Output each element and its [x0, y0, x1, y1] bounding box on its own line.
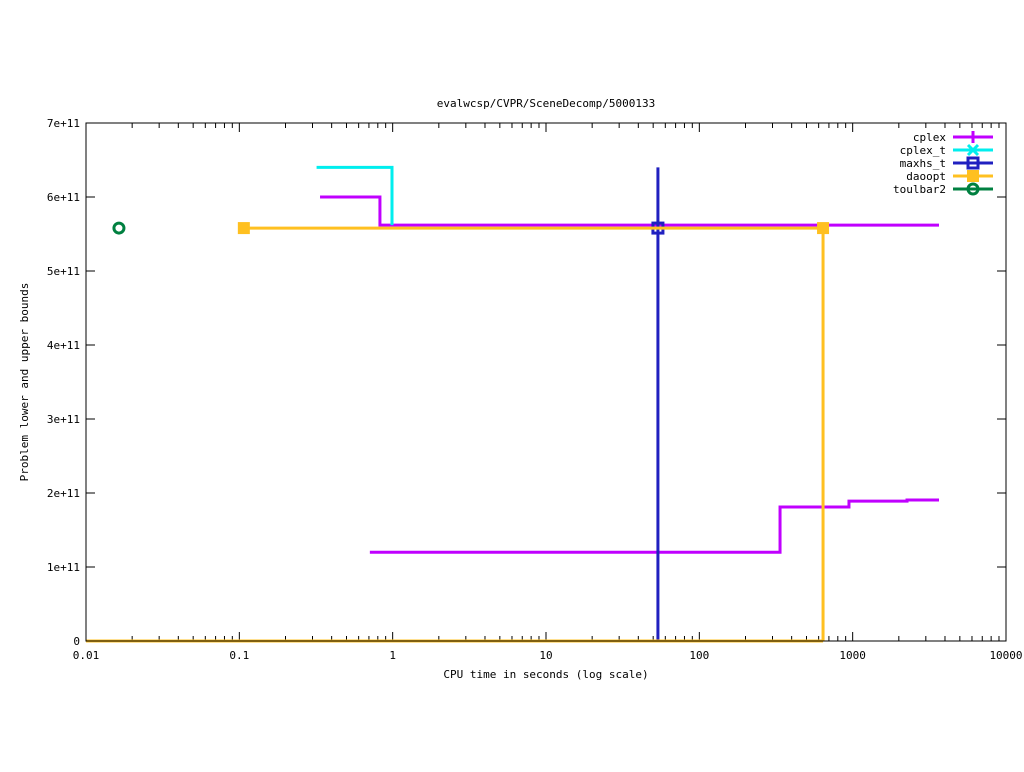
x-tick-label: 1 — [389, 649, 396, 662]
filled-square-marker — [237, 222, 250, 235]
legend-label-cplex_t: cplex_t — [900, 144, 946, 157]
x-tick-label: 0.01 — [73, 649, 100, 662]
series-daoopt — [86, 222, 830, 643]
legend-label-maxhs_t: maxhs_t — [900, 157, 946, 170]
filled-square-marker — [817, 222, 830, 235]
legend-label-toulbar2: toulbar2 — [893, 183, 946, 196]
x-tick-label: 100 — [689, 649, 709, 662]
cplex_t-line — [316, 165, 394, 226]
legend-label-daoopt: daoopt — [906, 170, 946, 183]
legend-label-cplex: cplex — [913, 131, 946, 144]
y-tick-label: 0 — [73, 635, 80, 648]
legend-marker-cplex — [967, 131, 979, 143]
axes: 0.01 0.1 1 10 100 1000 10000 0 1e+11 2e+11 3e+11 4e… — [47, 117, 1023, 662]
filled-square-marker — [967, 170, 979, 182]
y-tick-label: 4e+11 — [47, 339, 80, 352]
daoopt-point — [237, 222, 250, 235]
series-toulbar2 — [112, 221, 126, 235]
chart-title: evalwcsp/CVPR/SceneDecomp/5000133 — [437, 97, 656, 110]
cplex-line — [320, 195, 939, 227]
legend-marker-maxhs_t — [966, 156, 980, 170]
y-tick-label: 2e+11 — [47, 487, 80, 500]
series-cplex_t — [316, 165, 394, 226]
y-tick-label: 6e+11 — [47, 191, 80, 204]
daoopt-point — [817, 222, 830, 235]
plot-frame — [85, 122, 1007, 642]
legend-marker-daoopt — [967, 170, 979, 182]
series-maxhs_t — [651, 167, 665, 641]
daoopt-line — [243, 226, 825, 641]
y-tick-label: 1e+11 — [47, 561, 80, 574]
circle-marker — [112, 221, 126, 235]
x-tick-label: 10 — [539, 649, 552, 662]
cross-marker-b — [966, 143, 980, 157]
y-tick-label: 3e+11 — [47, 413, 80, 426]
series-cplex — [320, 195, 939, 554]
y-axis-label: Problem lower and upper bounds — [18, 283, 31, 482]
legend-marker-cplex_t — [966, 143, 980, 157]
square-marker — [966, 156, 980, 170]
toulbar2-point — [112, 221, 126, 235]
cplex-line — [369, 498, 939, 554]
x-tick-label: 10000 — [989, 649, 1022, 662]
x-tick-label: 1000 — [839, 649, 866, 662]
plot-area — [86, 165, 939, 643]
x-axis-label: CPU time in seconds (log scale) — [443, 668, 648, 681]
circle-marker — [966, 182, 980, 196]
x-tick-label: 0.1 — [229, 649, 249, 662]
y-tick-label: 7e+11 — [47, 117, 80, 130]
legend-marker-toulbar2 — [966, 182, 980, 196]
y-tick-label: 5e+11 — [47, 265, 80, 278]
